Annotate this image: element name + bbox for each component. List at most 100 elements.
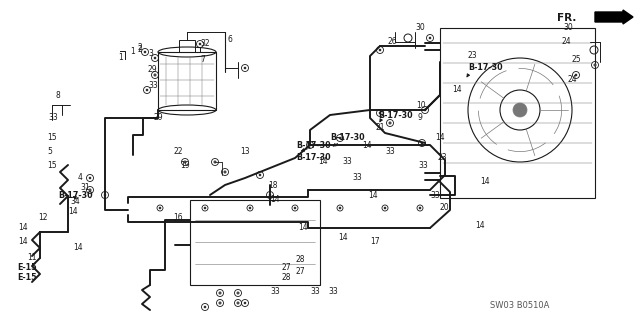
Text: 24: 24 (568, 76, 578, 85)
Circle shape (384, 207, 386, 209)
Text: 33: 33 (48, 114, 58, 122)
Text: 26: 26 (388, 38, 397, 47)
Circle shape (513, 103, 527, 117)
Text: 31: 31 (80, 183, 90, 192)
Text: 33: 33 (430, 190, 440, 199)
Circle shape (237, 292, 239, 294)
Text: 6: 6 (228, 34, 233, 43)
Text: 8: 8 (55, 91, 60, 100)
Circle shape (419, 207, 421, 209)
Text: 14: 14 (18, 238, 28, 247)
Circle shape (204, 306, 206, 308)
Text: 25: 25 (572, 56, 582, 64)
Text: B-17-30: B-17-30 (296, 140, 331, 150)
Text: 23: 23 (438, 153, 447, 162)
Circle shape (244, 67, 246, 69)
Circle shape (269, 194, 271, 196)
Bar (190, 200, 320, 285)
Text: 29: 29 (153, 114, 163, 122)
Text: 33: 33 (342, 158, 352, 167)
Circle shape (339, 207, 341, 209)
Bar (179, 40, 195, 52)
Text: 24: 24 (562, 38, 572, 47)
Text: 29: 29 (148, 65, 157, 75)
Circle shape (379, 49, 381, 51)
Text: 33: 33 (148, 81, 157, 91)
Circle shape (159, 207, 161, 209)
Text: 5: 5 (47, 147, 52, 157)
Circle shape (294, 207, 296, 209)
Text: 20: 20 (440, 204, 450, 212)
Text: 33: 33 (328, 287, 338, 296)
Text: 33: 33 (385, 147, 395, 157)
Circle shape (89, 189, 92, 191)
Circle shape (339, 137, 341, 139)
Text: SW03 B0510A: SW03 B0510A (490, 300, 549, 309)
Text: 33: 33 (352, 174, 362, 182)
Text: 14: 14 (298, 224, 308, 233)
Text: 11: 11 (27, 254, 36, 263)
Text: 14: 14 (18, 224, 28, 233)
Text: 4: 4 (78, 174, 83, 182)
Text: 1: 1 (130, 48, 135, 56)
Circle shape (214, 161, 216, 163)
Text: 18: 18 (268, 181, 278, 189)
Circle shape (594, 64, 596, 66)
Circle shape (219, 292, 221, 294)
Text: E-15: E-15 (17, 263, 36, 272)
Text: 3: 3 (148, 49, 153, 58)
Text: 28: 28 (295, 256, 305, 264)
Text: 2: 2 (137, 46, 141, 55)
Text: 12: 12 (38, 213, 47, 222)
Text: 14: 14 (435, 133, 445, 143)
Circle shape (249, 207, 251, 209)
Circle shape (429, 37, 431, 39)
Circle shape (89, 177, 91, 179)
Text: E-15: E-15 (17, 273, 36, 283)
Circle shape (104, 194, 106, 196)
Circle shape (154, 74, 156, 76)
Text: B-17-30: B-17-30 (296, 153, 331, 162)
Circle shape (388, 122, 391, 124)
Text: 22: 22 (174, 147, 184, 157)
Text: 14: 14 (480, 177, 490, 187)
Text: 7: 7 (200, 56, 205, 64)
Circle shape (421, 142, 423, 144)
Bar (158, 52, 216, 110)
Text: 16: 16 (173, 213, 182, 222)
Text: 34: 34 (70, 197, 80, 206)
Circle shape (259, 174, 261, 176)
Text: 33: 33 (310, 287, 320, 296)
Text: 33: 33 (270, 287, 280, 296)
Text: 14: 14 (270, 196, 280, 204)
Text: 14: 14 (318, 158, 328, 167)
Circle shape (204, 207, 206, 209)
Circle shape (144, 51, 146, 53)
Text: 1: 1 (118, 53, 123, 62)
Text: 19: 19 (180, 160, 189, 169)
FancyArrow shape (595, 10, 633, 24)
Text: 33: 33 (418, 160, 428, 169)
Text: B-17-30: B-17-30 (378, 110, 413, 120)
Circle shape (224, 171, 226, 173)
Text: 10: 10 (416, 100, 426, 109)
Text: 15: 15 (47, 160, 56, 169)
Circle shape (184, 161, 186, 163)
Text: 14: 14 (452, 85, 461, 94)
Circle shape (154, 57, 156, 59)
Circle shape (199, 43, 201, 45)
Circle shape (219, 302, 221, 304)
Text: 14: 14 (73, 243, 83, 253)
Text: 15: 15 (47, 133, 56, 143)
Circle shape (244, 302, 246, 304)
Text: 14: 14 (68, 207, 77, 217)
Text: 14: 14 (338, 234, 348, 242)
Text: 21: 21 (375, 123, 385, 132)
Text: 17: 17 (370, 238, 380, 247)
Text: 28: 28 (282, 273, 291, 283)
Text: 9: 9 (418, 114, 423, 122)
Text: B-17-30: B-17-30 (468, 63, 502, 72)
Text: FR.: FR. (557, 13, 576, 23)
Circle shape (575, 74, 577, 76)
Circle shape (309, 144, 311, 146)
